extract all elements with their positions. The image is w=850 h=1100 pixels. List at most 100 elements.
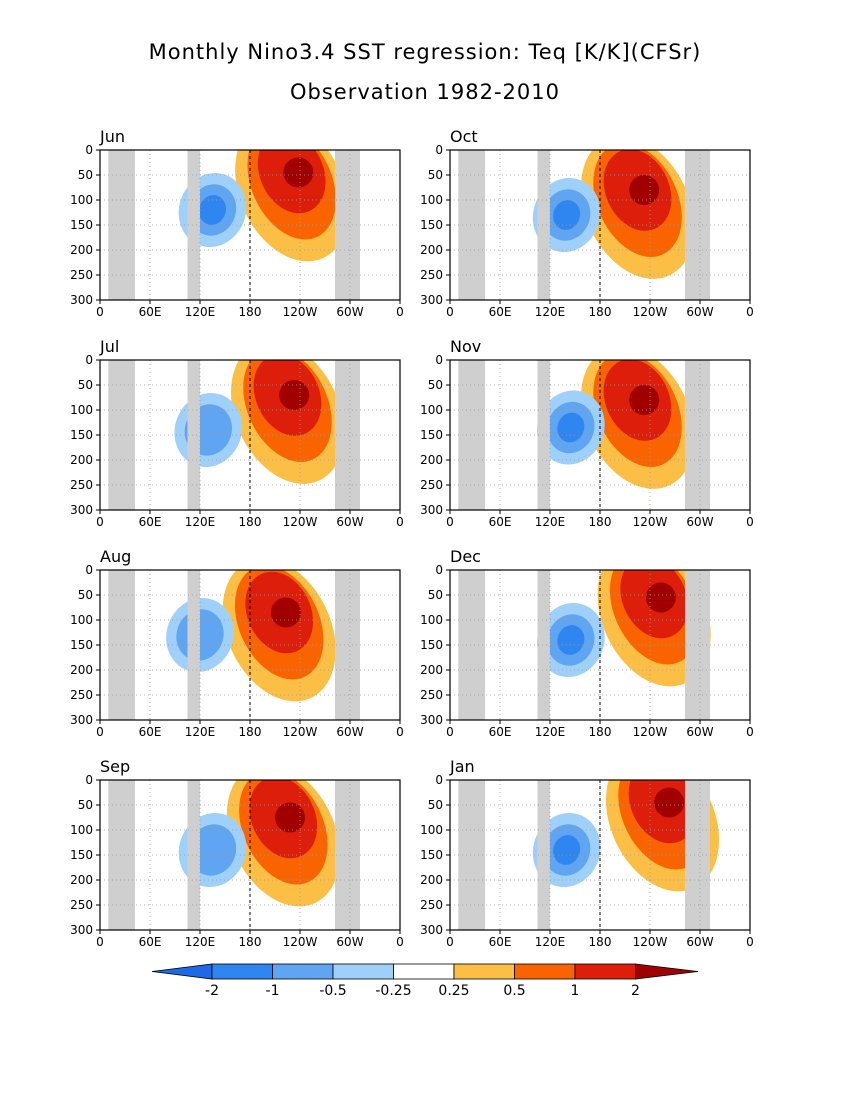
- x-tick-label: 180: [589, 935, 612, 949]
- land-mask: [187, 360, 200, 510]
- colorbar-label: 0.5: [503, 983, 525, 999]
- warm-contour: [283, 157, 314, 188]
- y-tick-label: 0: [435, 143, 443, 157]
- colorbar-swatch: [514, 963, 576, 980]
- y-tick-label: 150: [420, 638, 443, 652]
- y-tick-label: 100: [70, 403, 93, 417]
- y-tick-label: 0: [435, 773, 443, 787]
- x-tick-label: 120W: [283, 725, 318, 739]
- x-tick-label: 60E: [489, 935, 512, 949]
- y-tick-label: 300: [420, 293, 443, 307]
- warm-contour: [279, 380, 310, 410]
- chart-subtitle: Observation 1982-2010: [289, 80, 561, 104]
- panel-title: Dec: [450, 547, 481, 566]
- y-tick-label: 200: [420, 873, 443, 887]
- x-tick-label: 0: [746, 725, 754, 739]
- x-tick-label: 180: [239, 725, 262, 739]
- land-mask: [187, 780, 200, 930]
- y-tick-label: 250: [420, 898, 443, 912]
- y-tick-label: 150: [420, 218, 443, 232]
- warm-contour: [275, 802, 305, 833]
- x-tick-label: 60W: [686, 305, 713, 319]
- x-tick-label: 60W: [686, 935, 713, 949]
- y-tick-label: 300: [70, 293, 93, 307]
- colorbar-label: 2: [631, 983, 640, 999]
- x-tick-label: 0: [396, 515, 404, 529]
- y-tick-label: 300: [70, 713, 93, 727]
- y-tick-label: 0: [85, 773, 93, 787]
- panel-title: Oct: [450, 127, 478, 146]
- colorbar-swatch: [635, 963, 699, 980]
- land-mask: [335, 360, 360, 510]
- y-tick-label: 0: [85, 563, 93, 577]
- x-tick-label: 120E: [535, 515, 566, 529]
- colorbar-label: -2: [205, 983, 219, 999]
- y-tick-label: 0: [435, 563, 443, 577]
- warm-contour: [629, 385, 660, 415]
- y-tick-label: 50: [78, 168, 93, 182]
- colorbar-swatch: [393, 963, 455, 980]
- y-tick-label: 0: [85, 143, 93, 157]
- y-tick-label: 150: [70, 638, 93, 652]
- y-tick-label: 100: [420, 403, 443, 417]
- x-tick-label: 120W: [633, 725, 668, 739]
- x-tick-label: 60E: [139, 515, 162, 529]
- x-tick-label: 120E: [535, 305, 566, 319]
- y-tick-label: 50: [428, 378, 443, 392]
- colorbar-swatch: [272, 963, 334, 980]
- y-tick-label: 250: [420, 478, 443, 492]
- y-tick-label: 300: [420, 503, 443, 517]
- x-tick-label: 60W: [336, 935, 363, 949]
- x-tick-label: 60E: [489, 515, 512, 529]
- y-tick-label: 250: [70, 688, 93, 702]
- land-mask: [685, 360, 710, 510]
- x-tick-label: 60W: [686, 725, 713, 739]
- colorbar-swatch: [332, 963, 394, 980]
- colorbar-swatch: [574, 963, 636, 980]
- y-tick-label: 300: [420, 713, 443, 727]
- x-tick-label: 120E: [535, 935, 566, 949]
- x-tick-label: 120E: [185, 305, 216, 319]
- land-mask: [537, 780, 550, 930]
- warm-contour: [270, 597, 301, 628]
- x-tick-label: 180: [239, 935, 262, 949]
- y-tick-label: 50: [78, 588, 93, 602]
- x-tick-label: 60W: [336, 725, 363, 739]
- colorbar-label: 0.25: [438, 983, 469, 999]
- cool-contour: [198, 195, 227, 225]
- land-mask: [685, 150, 710, 300]
- y-tick-label: 100: [420, 823, 443, 837]
- x-tick-label: 120E: [185, 725, 216, 739]
- panel-title: Aug: [100, 547, 131, 566]
- x-tick-label: 0: [746, 515, 754, 529]
- x-tick-label: 120W: [633, 515, 668, 529]
- x-tick-label: 0: [446, 515, 454, 529]
- y-tick-label: 100: [70, 193, 93, 207]
- y-tick-label: 50: [428, 168, 443, 182]
- x-tick-label: 60E: [139, 305, 162, 319]
- x-tick-label: 60E: [139, 935, 162, 949]
- cool-contour: [553, 200, 581, 230]
- colorbar-swatch: [453, 963, 515, 980]
- y-tick-label: 200: [420, 453, 443, 467]
- land-mask: [187, 150, 200, 300]
- x-tick-label: 60E: [489, 725, 512, 739]
- y-tick-label: 200: [70, 243, 93, 257]
- x-tick-label: 120E: [185, 515, 216, 529]
- warm-contour: [629, 175, 660, 205]
- panel-title: Jul: [99, 337, 119, 356]
- y-tick-label: 150: [420, 848, 443, 862]
- y-tick-label: 150: [70, 428, 93, 442]
- x-tick-label: 0: [446, 935, 454, 949]
- land-mask: [685, 780, 710, 930]
- y-tick-label: 300: [70, 503, 93, 517]
- x-tick-label: 0: [396, 305, 404, 319]
- x-tick-label: 60E: [139, 725, 162, 739]
- colorbar-swatch: [211, 963, 273, 980]
- land-mask: [685, 570, 710, 720]
- x-tick-label: 120W: [633, 935, 668, 949]
- x-tick-label: 60W: [336, 305, 363, 319]
